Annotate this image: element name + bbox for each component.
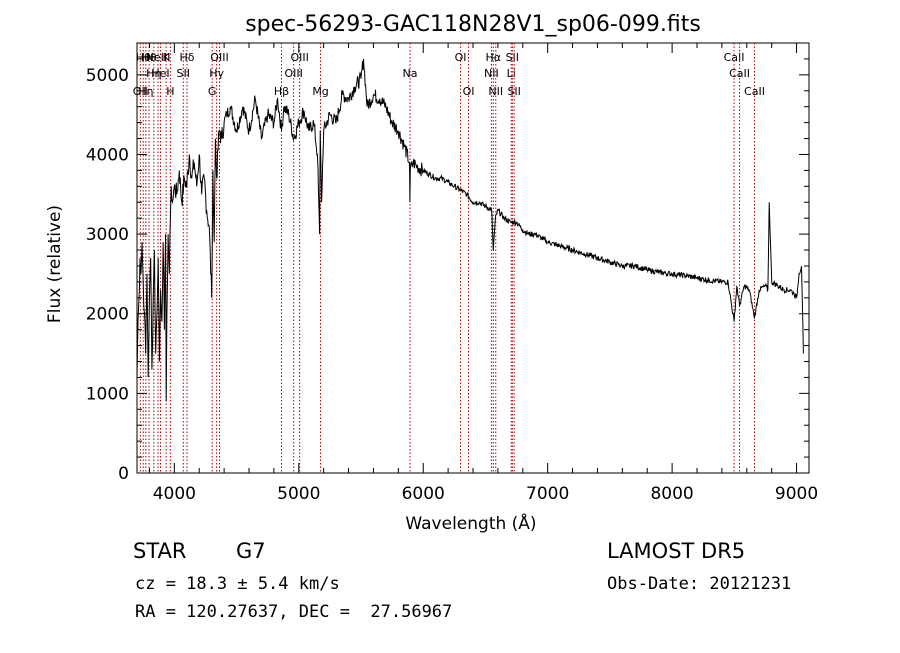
- line-marker-label: SII: [507, 85, 520, 98]
- line-marker-label: Na: [403, 67, 418, 80]
- line-marker-label: Hθ: [142, 51, 157, 64]
- axis-ticks: 4000 5000 6000 7000 8000 9000 0 1000 2000 3000 400…: [86, 43, 818, 504]
- line-marker-label: SII: [506, 51, 519, 64]
- y-axis-label: Flux (relative): [45, 205, 65, 323]
- line-marker-label: OI: [463, 85, 475, 98]
- line-marker-label: Li: [507, 67, 516, 80]
- line-marker-label: OIII: [284, 67, 302, 80]
- x-axis-label: Wavelength (Å): [405, 512, 536, 534]
- object-class: STAR: [133, 539, 187, 563]
- line-markers: OIIHθHηHθHηNeIIIHeIKHSIIHδGHγOIIIHβOIIIO…: [133, 43, 765, 473]
- line-marker-label: Hθ: [136, 51, 151, 64]
- line-marker-label: CaII: [729, 67, 750, 80]
- obs-date: Obs-Date: 20121231: [607, 574, 792, 594]
- x-tick-label: 5000: [277, 484, 320, 504]
- line-marker-label: Hδ: [180, 51, 195, 64]
- x-tick-label: 7000: [526, 484, 569, 504]
- line-marker-label: OI: [455, 51, 467, 64]
- line-marker-label: OIII: [290, 51, 308, 64]
- line-marker-label: Hβ: [274, 85, 289, 98]
- line-marker-label: Hα: [486, 51, 502, 64]
- redshift-cz: cz = 18.3 ± 5.4 km/s: [135, 574, 340, 594]
- x-tick-label: 8000: [650, 484, 693, 504]
- x-tick-label: 6000: [402, 484, 445, 504]
- line-marker-label: K: [163, 51, 171, 64]
- line-marker-label: Mg: [312, 85, 328, 98]
- y-tick-label: 4000: [86, 145, 129, 165]
- line-marker-label: OII: [133, 85, 148, 98]
- x-tick-label: 4000: [153, 484, 196, 504]
- line-marker-label: NII: [484, 67, 499, 80]
- line-marker-label: NeIII: [146, 51, 171, 64]
- y-tick-label: 2000: [86, 305, 129, 325]
- line-marker-label: H: [166, 85, 174, 98]
- y-tick-label: 3000: [86, 225, 129, 245]
- object-subclass: G7: [236, 539, 266, 563]
- plot-frame: [136, 42, 810, 474]
- line-marker-label: G: [208, 85, 217, 98]
- spectrum-series-line: [136, 58, 804, 402]
- survey-name: LAMOST DR5: [607, 539, 746, 563]
- line-marker-label: CaII: [724, 51, 745, 64]
- y-tick-label: 1000: [86, 384, 129, 404]
- x-tick-label: 9000: [775, 484, 818, 504]
- line-marker-label: Hγ: [209, 67, 224, 80]
- chart-title: spec-56293-GAC118N28V1_sp06-099.fits: [245, 12, 701, 37]
- line-marker-label: NII: [488, 85, 503, 98]
- line-marker-label: OIII: [210, 51, 228, 64]
- line-marker-label: Hη: [138, 85, 153, 98]
- coordinates: RA = 120.27637, DEC = 27.56967: [135, 602, 453, 622]
- line-marker-label: CaII: [744, 85, 765, 98]
- y-tick-label: 0: [118, 464, 129, 484]
- y-tick-label: 5000: [86, 66, 129, 86]
- line-marker-label: SII: [177, 67, 190, 80]
- line-marker-label: Hη: [146, 67, 161, 80]
- line-marker-label: HeI: [151, 67, 169, 80]
